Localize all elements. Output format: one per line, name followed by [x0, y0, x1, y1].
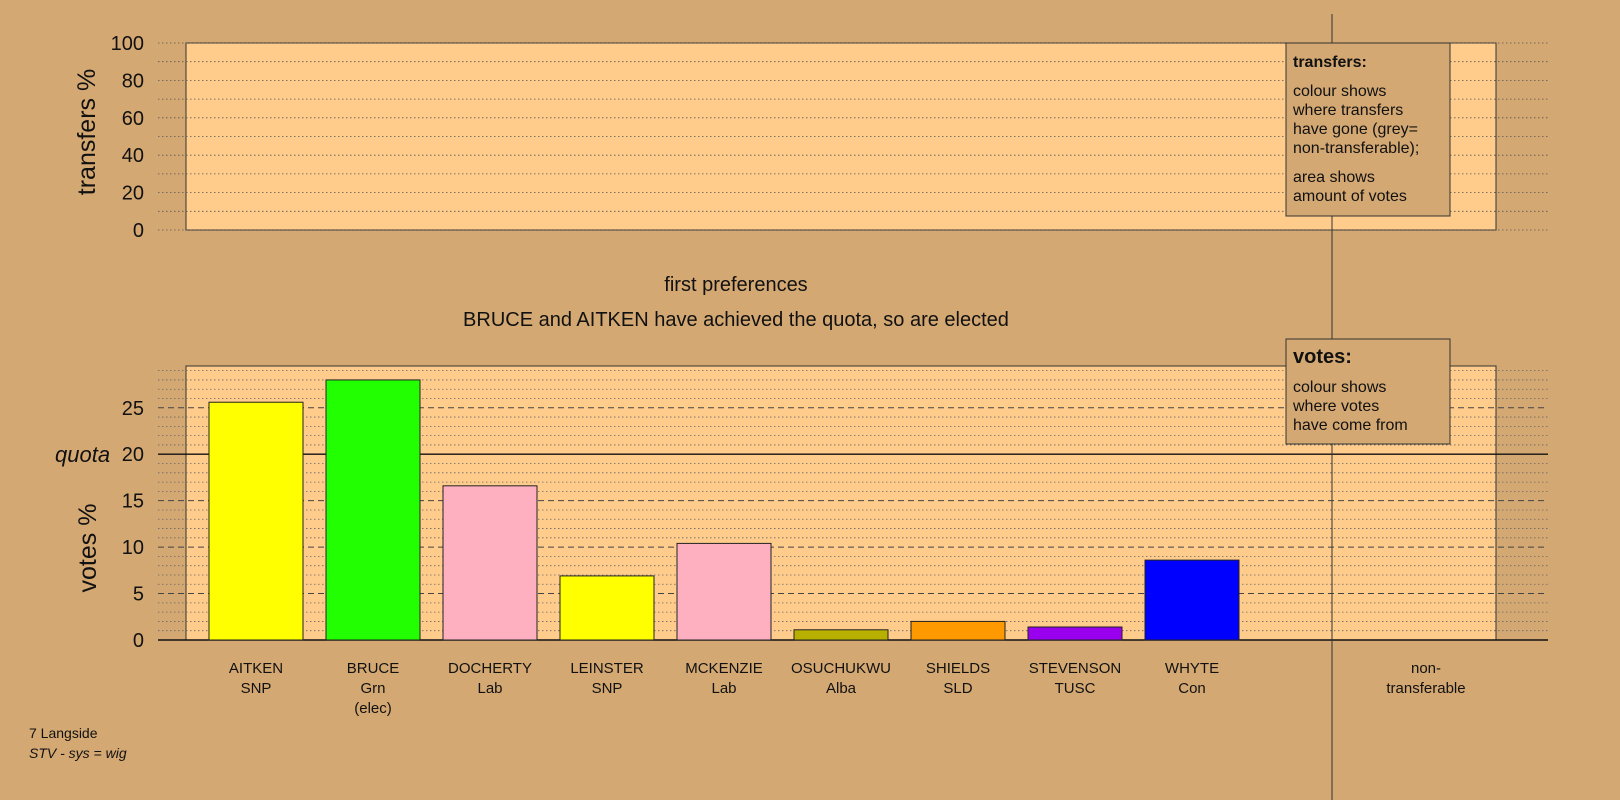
candidate-name-label: MCKENZIE — [685, 660, 763, 677]
candidate-party-label: SNP — [241, 680, 272, 697]
votes-panel: 0 5 10 15 20 25 AITKEN SNP BRUCE Grn (elec) DOCHER… — [55, 365, 1548, 717]
bar-mckenzie — [676, 542, 772, 641]
candidate-labels: AITKEN SNP BRUCE Grn (elec) DOCHERTY Lab LEINST… — [229, 660, 1219, 717]
votes-y-tick-label: 25 — [122, 398, 144, 420]
transfers-legend-line: where transfers — [1292, 102, 1403, 119]
votes-y-tick-label: 20 — [122, 444, 144, 466]
transfers-y-tick-label: 100 — [111, 33, 144, 55]
transfers-legend: transfers: colour shows where transfers … — [1285, 42, 1451, 217]
transfers-legend-line: colour shows — [1293, 83, 1386, 100]
candidate-party-label: Con — [1178, 680, 1206, 697]
candidate-name-label: LEINSTER — [570, 660, 644, 677]
transfers-panel: 0 20 40 60 80 100 transfers % — [73, 33, 1548, 242]
votes-y-ticks: 0 5 10 15 20 25 — [122, 398, 144, 652]
votes-legend: votes: colour shows where votes have com… — [1285, 338, 1451, 445]
candidate-name-label: WHYTE — [1165, 660, 1219, 677]
votes-y-tick-label: 10 — [122, 537, 144, 559]
votes-bars — [208, 379, 1240, 641]
bar-whyte — [1144, 559, 1240, 641]
candidate-party-label: SNP — [592, 680, 623, 697]
nontransferable-label-line1: non- — [1411, 660, 1441, 677]
candidate-status-label: (elec) — [354, 700, 392, 717]
system-label: STV - sys = wig — [29, 745, 127, 761]
candidate-name-label: DOCHERTY — [448, 660, 532, 677]
quota-label: quota — [55, 442, 110, 467]
votes-y-tick-label: 15 — [122, 491, 144, 513]
transfers-legend-box — [1285, 42, 1451, 217]
candidate-party-label: Lab — [477, 680, 502, 697]
candidate-name-label: SHIELDS — [926, 660, 990, 677]
candidate-party-label: Lab — [711, 680, 736, 697]
votes-legend-line: where votes — [1292, 398, 1379, 415]
ward-name: 7 Langside — [29, 725, 98, 741]
candidate-party-label: SLD — [943, 680, 972, 697]
votes-y-tick-label: 5 — [133, 584, 144, 606]
transfers-y-tick-label: 40 — [122, 145, 144, 167]
chart-subtitle: BRUCE and AITKEN have achieved the quota… — [463, 309, 1009, 331]
candidate-party-label: TUSC — [1055, 680, 1096, 697]
transfers-legend-line: non-transferable); — [1293, 140, 1419, 157]
transfers-plot-area — [185, 42, 1497, 231]
transfers-legend-line: area shows — [1293, 169, 1375, 186]
candidate-party-label: Grn — [360, 680, 385, 697]
transfers-legend-line: amount of votes — [1293, 188, 1407, 205]
votes-legend-title: votes: — [1293, 346, 1352, 368]
candidate-name-label: OSUCHUKWU — [791, 660, 891, 677]
transfers-y-axis-label: transfers % — [73, 69, 101, 195]
transfers-y-tick-label: 60 — [122, 108, 144, 130]
transfers-y-ticks: 0 20 40 60 80 100 — [111, 33, 144, 242]
nontransferable-label-line2: transferable — [1386, 680, 1465, 697]
transfers-y-tick-label: 80 — [122, 70, 144, 92]
bar-osuchukwu — [793, 629, 889, 641]
bar-leinster — [559, 575, 655, 641]
transfers-legend-title: transfers: — [1293, 54, 1367, 71]
votes-y-axis-label: votes % — [74, 504, 102, 593]
votes-y-tick-label: 0 — [133, 630, 144, 652]
candidate-party-label: Alba — [826, 680, 857, 697]
bar-stevenson — [1027, 626, 1123, 641]
votes-legend-line: have come from — [1293, 417, 1408, 434]
candidate-name-label: STEVENSON — [1029, 660, 1122, 677]
transfers-legend-line: have gone (grey= — [1293, 121, 1418, 138]
bar-aitken — [208, 401, 304, 641]
transfers-y-tick-label: 20 — [122, 183, 144, 205]
bar-docherty — [442, 485, 538, 641]
candidate-name-label: AITKEN — [229, 660, 283, 677]
bar-shields — [910, 620, 1006, 641]
votes-legend-line: colour shows — [1293, 379, 1386, 396]
votes-legend-box — [1285, 338, 1451, 445]
transfers-y-tick-label: 0 — [133, 220, 144, 242]
bar-bruce — [325, 379, 421, 641]
candidate-name-label: BRUCE — [347, 660, 400, 677]
chart-title: first preferences — [664, 274, 807, 296]
